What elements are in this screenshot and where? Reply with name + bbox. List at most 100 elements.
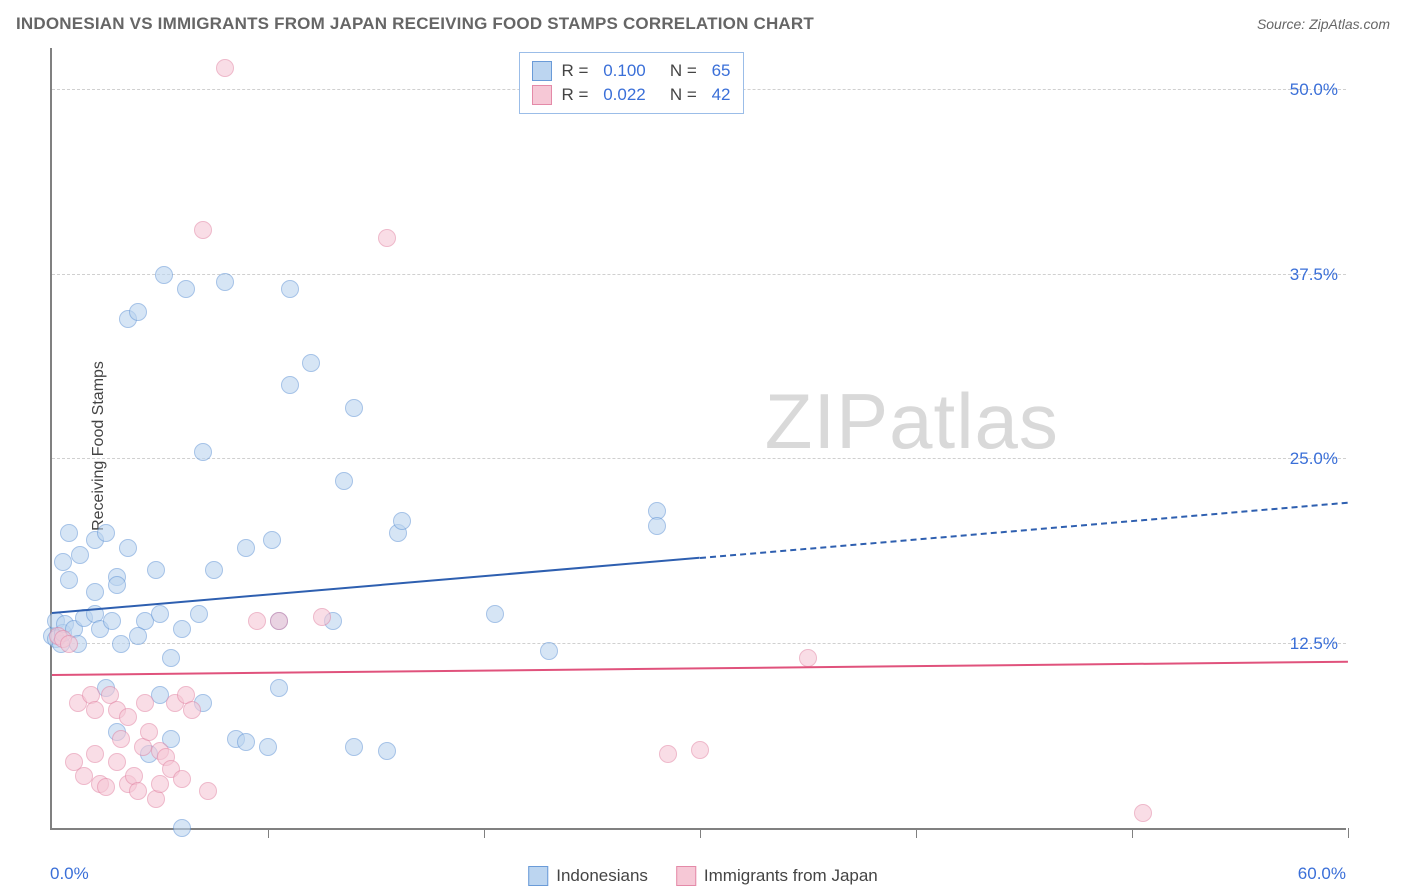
legend-n-value: 42 — [712, 83, 731, 107]
data-point-indonesians — [237, 733, 255, 751]
legend-swatch — [676, 866, 696, 886]
x-tick — [1348, 828, 1349, 838]
legend-swatch — [528, 866, 548, 886]
data-point-japan — [216, 59, 234, 77]
data-point-indonesians — [263, 531, 281, 549]
data-point-japan — [270, 612, 288, 630]
data-point-japan — [119, 708, 137, 726]
data-point-indonesians — [378, 742, 396, 760]
y-tick-label: 50.0% — [1290, 80, 1338, 100]
data-point-indonesians — [151, 605, 169, 623]
data-point-japan — [183, 701, 201, 719]
data-point-indonesians — [393, 512, 411, 530]
data-point-indonesians — [86, 583, 104, 601]
data-point-japan — [1134, 804, 1152, 822]
data-point-indonesians — [147, 561, 165, 579]
data-point-japan — [86, 745, 104, 763]
data-point-indonesians — [216, 273, 234, 291]
data-point-indonesians — [205, 561, 223, 579]
data-point-indonesians — [194, 443, 212, 461]
data-point-indonesians — [648, 517, 666, 535]
data-point-indonesians — [259, 738, 277, 756]
legend-swatch — [532, 85, 552, 105]
data-point-indonesians — [103, 612, 121, 630]
data-point-indonesians — [281, 376, 299, 394]
legend-correlation: R = 0.100 N = 65R = 0.022 N = 42 — [519, 52, 744, 114]
y-tick-label: 37.5% — [1290, 265, 1338, 285]
data-point-indonesians — [173, 620, 191, 638]
legend-series-item: Immigrants from Japan — [676, 866, 878, 886]
data-point-indonesians — [97, 524, 115, 542]
data-point-japan — [112, 730, 130, 748]
x-tick — [268, 828, 269, 838]
legend-swatch — [532, 61, 552, 81]
legend-stat-row: R = 0.022 N = 42 — [532, 83, 731, 107]
source-label: Source: ZipAtlas.com — [1257, 16, 1390, 32]
data-point-indonesians — [237, 539, 255, 557]
data-point-japan — [129, 782, 147, 800]
legend-series-label: Indonesians — [556, 866, 648, 886]
data-point-indonesians — [60, 524, 78, 542]
legend-r-value: 0.022 — [603, 83, 646, 107]
data-point-japan — [86, 701, 104, 719]
data-point-indonesians — [119, 539, 137, 557]
x-tick — [700, 828, 701, 838]
data-point-indonesians — [302, 354, 320, 372]
legend-series-item: Indonesians — [528, 866, 648, 886]
data-point-indonesians — [281, 280, 299, 298]
data-point-indonesians — [486, 605, 504, 623]
data-point-japan — [97, 778, 115, 796]
x-tick — [484, 828, 485, 838]
data-point-indonesians — [345, 738, 363, 756]
watermark-bold: ZIP — [765, 377, 889, 465]
data-point-japan — [108, 753, 126, 771]
data-point-indonesians — [177, 280, 195, 298]
gridline — [52, 274, 1346, 275]
data-point-indonesians — [108, 576, 126, 594]
data-point-japan — [194, 221, 212, 239]
data-point-indonesians — [155, 266, 173, 284]
data-point-japan — [659, 745, 677, 763]
watermark: ZIPatlas — [765, 376, 1059, 467]
data-point-japan — [151, 775, 169, 793]
data-point-japan — [199, 782, 217, 800]
data-point-japan — [313, 608, 331, 626]
data-point-indonesians — [190, 605, 208, 623]
x-tick — [916, 828, 917, 838]
data-point-japan — [173, 770, 191, 788]
y-tick-label: 25.0% — [1290, 449, 1338, 469]
plot-area: ZIPatlas R = 0.100 N = 65R = 0.022 N = 4… — [50, 48, 1346, 830]
data-point-indonesians — [54, 553, 72, 571]
data-point-japan — [378, 229, 396, 247]
x-axis-max-label: 60.0% — [1298, 864, 1346, 884]
gridline — [52, 643, 1346, 644]
data-point-indonesians — [60, 571, 78, 589]
legend-r-label: R = — [562, 83, 594, 107]
data-point-indonesians — [71, 546, 89, 564]
legend-r-label: R = — [562, 59, 594, 83]
data-point-japan — [691, 741, 709, 759]
legend-series: Indonesians Immigrants from Japan — [528, 866, 878, 886]
trend-line — [700, 501, 1348, 558]
data-point-indonesians — [112, 635, 130, 653]
data-point-indonesians — [540, 642, 558, 660]
legend-stat-row: R = 0.100 N = 65 — [532, 59, 731, 83]
legend-r-value: 0.100 — [603, 59, 646, 83]
data-point-indonesians — [270, 679, 288, 697]
data-point-indonesians — [162, 649, 180, 667]
legend-n-value: 65 — [712, 59, 731, 83]
x-tick — [1132, 828, 1133, 838]
data-point-indonesians — [173, 819, 191, 837]
data-point-indonesians — [335, 472, 353, 490]
data-point-indonesians — [345, 399, 363, 417]
data-point-japan — [60, 635, 78, 653]
x-axis-min-label: 0.0% — [50, 864, 89, 884]
legend-series-label: Immigrants from Japan — [704, 866, 878, 886]
watermark-thin: atlas — [889, 377, 1059, 465]
data-point-japan — [140, 723, 158, 741]
data-point-japan — [248, 612, 266, 630]
data-point-japan — [799, 649, 817, 667]
legend-n-label: N = — [656, 59, 702, 83]
gridline — [52, 458, 1346, 459]
trend-line — [52, 661, 1348, 676]
